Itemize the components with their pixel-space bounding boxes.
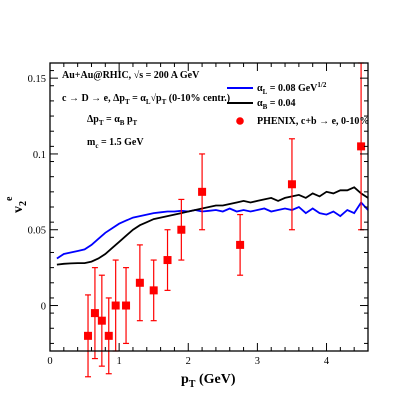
data-point (177, 225, 186, 234)
legend: αL = 0.08 GeV1/2 αB = 0.04 PHENIX, c+b →… (227, 81, 369, 127)
series-line-1 (56, 186, 369, 266)
data-point (84, 331, 93, 340)
legend-label-alpha-b: αB = 0.04 (257, 98, 295, 111)
y-tick-label: 0 (41, 302, 46, 313)
data-points-layer (84, 62, 366, 378)
legend-label-alpha-l: αL = 0.08 GeV1/2 (257, 81, 327, 96)
legend-label-phenix: PHENIX, c+b → e, 0-10% (257, 116, 369, 127)
data-point (90, 309, 99, 318)
x-tick-label: 1 (117, 356, 122, 367)
data-point (236, 240, 245, 249)
data-point (104, 331, 113, 340)
x-tick-label: 0 (47, 356, 52, 367)
legend-marker-phenix (236, 117, 244, 125)
x-axis-title: pT (GeV) (181, 372, 236, 390)
series-line-0 (56, 201, 369, 260)
data-point (97, 316, 106, 325)
annotation-line-4: mc = 1.5 GeV (87, 137, 144, 150)
data-point (149, 286, 158, 295)
ticks-layer: 0 1 2 3 4 0 0.05 0.1 0.15 (28, 63, 369, 367)
x-tick-label: 4 (324, 356, 330, 367)
x-tick-label: 2 (186, 356, 191, 367)
data-point (198, 187, 207, 196)
y-axis-title: v2e (4, 196, 29, 213)
y-tick-label: 0.1 (33, 150, 46, 161)
data-point (287, 180, 296, 189)
annotation-line-1: Au+Au@RHIC, √s = 200 A GeV (62, 70, 200, 81)
y-tick-label: 0.05 (28, 226, 46, 237)
data-point (135, 278, 144, 287)
y-tick-label: 0.15 (28, 74, 46, 85)
data-point (111, 301, 120, 310)
annotation-line-2: c → D → e, ΔpT = αL√pT (0-10% centr.) (62, 93, 230, 106)
annotation-line-3: ΔpT = αB pT (87, 114, 138, 127)
x-tick-label: 3 (255, 356, 260, 367)
curves-layer (56, 186, 369, 266)
data-point (163, 256, 172, 265)
data-point (357, 142, 366, 151)
data-point (122, 301, 131, 310)
